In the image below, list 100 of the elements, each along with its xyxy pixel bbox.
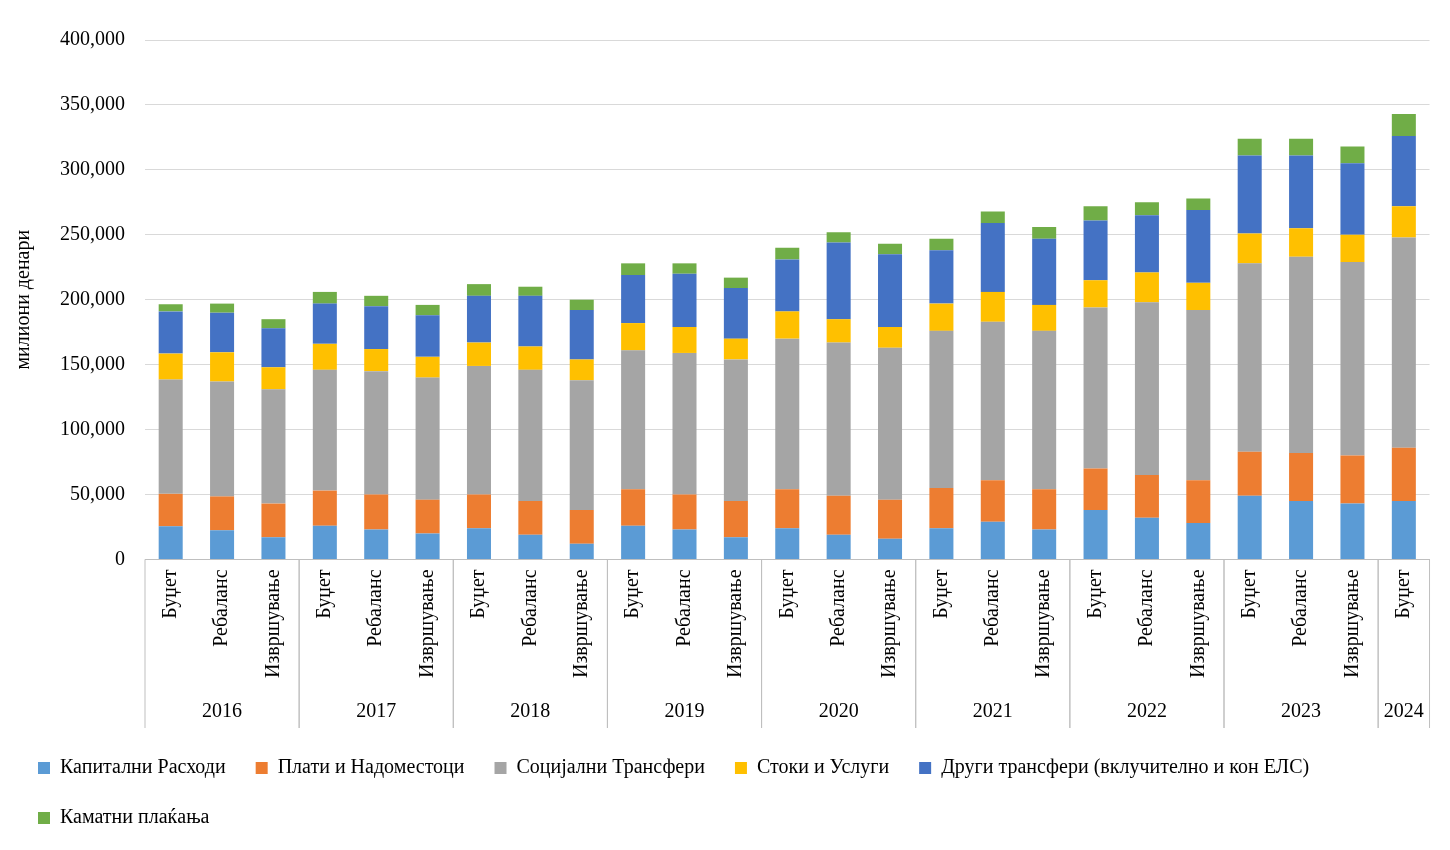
- y-tick-label: 150,000: [60, 351, 125, 374]
- bar: [415, 356, 440, 378]
- bar: [878, 347, 903, 500]
- x-tick-label: Извршување: [414, 569, 438, 679]
- x-tick-label: Буџет: [1236, 569, 1260, 619]
- x-tick-label: Извршување: [723, 569, 747, 679]
- bar: [569, 359, 594, 381]
- bar: [364, 295, 389, 307]
- bar: [1391, 114, 1416, 137]
- bar: [1340, 234, 1365, 263]
- bar: [415, 533, 440, 559]
- x-tick-label: Извршување: [568, 569, 592, 679]
- bar: [158, 526, 183, 559]
- bar: [364, 306, 389, 350]
- bar: [672, 273, 697, 327]
- bar: [980, 211, 1005, 224]
- bar: [518, 295, 543, 347]
- x-tick-label: Извршување: [1185, 569, 1209, 679]
- bar: [1032, 238, 1057, 305]
- bar: [775, 259, 800, 312]
- bar: [1289, 155, 1314, 229]
- legend-label: Каматни плаќања: [60, 805, 210, 828]
- legend-label: Стоки и Услуги: [756, 755, 890, 779]
- bar: [158, 353, 183, 380]
- bar: [415, 315, 440, 357]
- x-tick-label: Ребаланс: [209, 569, 232, 647]
- bar: [210, 496, 235, 531]
- bar: [312, 291, 337, 304]
- bar: [1083, 206, 1108, 221]
- bar: [1391, 206, 1416, 238]
- bar: [878, 538, 903, 559]
- bar: [518, 500, 543, 535]
- bar: [826, 534, 851, 559]
- bar: [929, 250, 954, 304]
- bar: [1289, 500, 1314, 559]
- x-tick-label: Буџет: [1082, 569, 1106, 619]
- text: 2016: [202, 699, 243, 722]
- bar: [1391, 500, 1416, 559]
- bar: [312, 343, 337, 370]
- x-tick-label: Извршување: [1031, 569, 1055, 679]
- bar: [1186, 310, 1211, 481]
- bar: [621, 489, 646, 526]
- bar: [1083, 280, 1108, 308]
- bar: [1237, 451, 1262, 496]
- bar: [1391, 447, 1416, 501]
- x-tick-label: Буџет: [157, 569, 181, 619]
- bar: [261, 367, 286, 390]
- text: 2023: [1281, 699, 1322, 722]
- bar: [261, 537, 286, 559]
- bar: [364, 349, 389, 372]
- bar: [364, 529, 389, 559]
- bar: [210, 530, 235, 559]
- y-tick-label: 50,000: [70, 481, 125, 504]
- bar: [518, 346, 543, 370]
- bar: [1134, 202, 1159, 216]
- bar: [826, 232, 851, 243]
- text: 2017: [356, 699, 397, 722]
- x-tick-label: Ребаланс: [980, 569, 1003, 647]
- bar: [980, 480, 1005, 522]
- legend-label: Социјални Трансфери: [516, 755, 706, 779]
- bar: [826, 242, 851, 320]
- bar: [312, 369, 337, 491]
- bar: [569, 510, 594, 544]
- legend-label: Плати и Надоместоци: [277, 755, 465, 779]
- bar: [1032, 489, 1057, 530]
- bar: [261, 328, 286, 368]
- y-tick-label: 250,000: [60, 222, 125, 245]
- bar: [1289, 228, 1314, 257]
- x-tick-label: Ребаланс: [671, 569, 694, 647]
- y-tick-label: 400,000: [60, 27, 125, 50]
- bar: [826, 319, 851, 343]
- bar: [518, 534, 543, 559]
- bar: [1237, 155, 1262, 234]
- bar: [621, 263, 646, 276]
- bar: [672, 326, 697, 353]
- bar: [621, 323, 646, 351]
- bar: [364, 371, 389, 495]
- bar: [1083, 307, 1108, 469]
- bar: [1134, 517, 1159, 559]
- bar: [980, 291, 1005, 322]
- legend-label: Капитални Расходи: [60, 755, 226, 779]
- bar: [210, 352, 235, 382]
- bar: [364, 494, 389, 530]
- bar: [1134, 475, 1159, 518]
- bar: [210, 381, 235, 497]
- x-tick-label: Буџет: [774, 569, 798, 619]
- bar: [723, 359, 748, 501]
- x-tick-label: Буџет: [620, 569, 644, 619]
- text: 2020: [818, 699, 859, 722]
- bar: [672, 263, 697, 274]
- bar: [929, 528, 954, 559]
- bar: [1186, 282, 1211, 311]
- x-tick-label: Буџет: [312, 569, 336, 619]
- x-tick-label: Ребаланс: [517, 569, 540, 647]
- bar: [1237, 138, 1262, 156]
- bar: [466, 295, 491, 343]
- bar: [210, 312, 235, 353]
- bar: [569, 543, 594, 559]
- bar: [415, 377, 440, 500]
- bar: [415, 304, 440, 316]
